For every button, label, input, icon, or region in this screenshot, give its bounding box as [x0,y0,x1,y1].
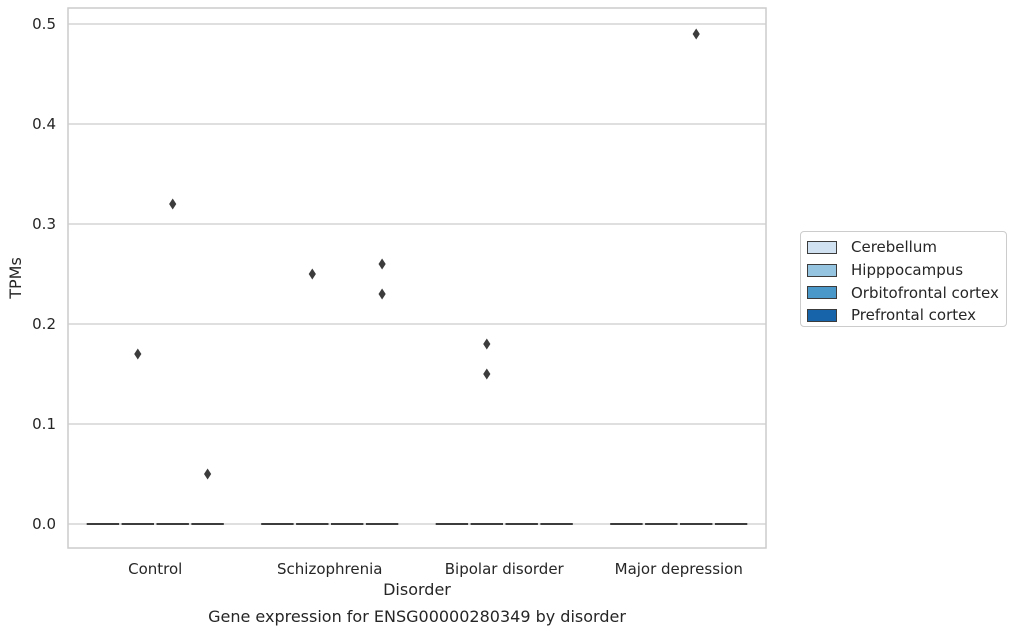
legend-item: Cerebellum [807,236,1006,259]
outlier-point [204,468,212,480]
x-tick-label: Major depression [615,560,743,578]
legend-label: Orbitofrontal cortex [851,283,999,302]
outlier-points [134,28,700,480]
y-tick-label: 0.0 [32,515,56,533]
legend-swatch [807,263,837,277]
outlier-point [134,348,142,360]
outlier-point [169,198,177,210]
outlier-point [483,368,491,380]
y-tick-label: 0.1 [32,415,56,433]
legend-label: Cerebellum [851,238,937,257]
y-tick-label: 0.2 [32,315,56,333]
legend-label: Prefrontal cortex [851,306,976,325]
legend-label: Hipppocampus [851,261,964,280]
y-tick-label: 0.4 [32,115,56,133]
x-tick-label: Control [128,560,182,578]
x-axis-title: Disorder [383,580,451,599]
plot-frame [67,7,767,549]
x-tick-labels: Control Schizophrenia Bipolar disorder Majo… [128,560,743,578]
legend-item: Hipppocampus [807,259,1006,282]
legend-swatch [807,286,837,300]
outlier-point [483,338,491,350]
x-tick-label: Schizophrenia [277,560,382,578]
y-tick-label: 0.5 [32,15,56,33]
x-tick-label: Bipolar disorder [445,560,565,578]
legend-item: Prefrontal cortex [807,304,1006,327]
box-series [86,523,748,525]
y-tick-labels: 0.0 0.1 0.2 0.3 0.4 0.5 [32,15,56,533]
grid-lines [68,23,766,525]
legend-item: Orbitofrontal cortex [807,281,1006,304]
outlier-point [378,288,386,300]
outlier-point [308,268,316,280]
chart-title: Gene expression for ENSG00000280349 by d… [208,607,626,626]
legend-swatch [807,240,837,254]
y-axis-title: TPMs [6,257,25,300]
legend: Cerebellum Hipppocampus Orbitofrontal cort… [800,231,1007,327]
outlier-point [692,28,700,40]
y-tick-label: 0.3 [32,215,56,233]
outlier-point [378,258,386,270]
legend-swatch [807,308,837,322]
